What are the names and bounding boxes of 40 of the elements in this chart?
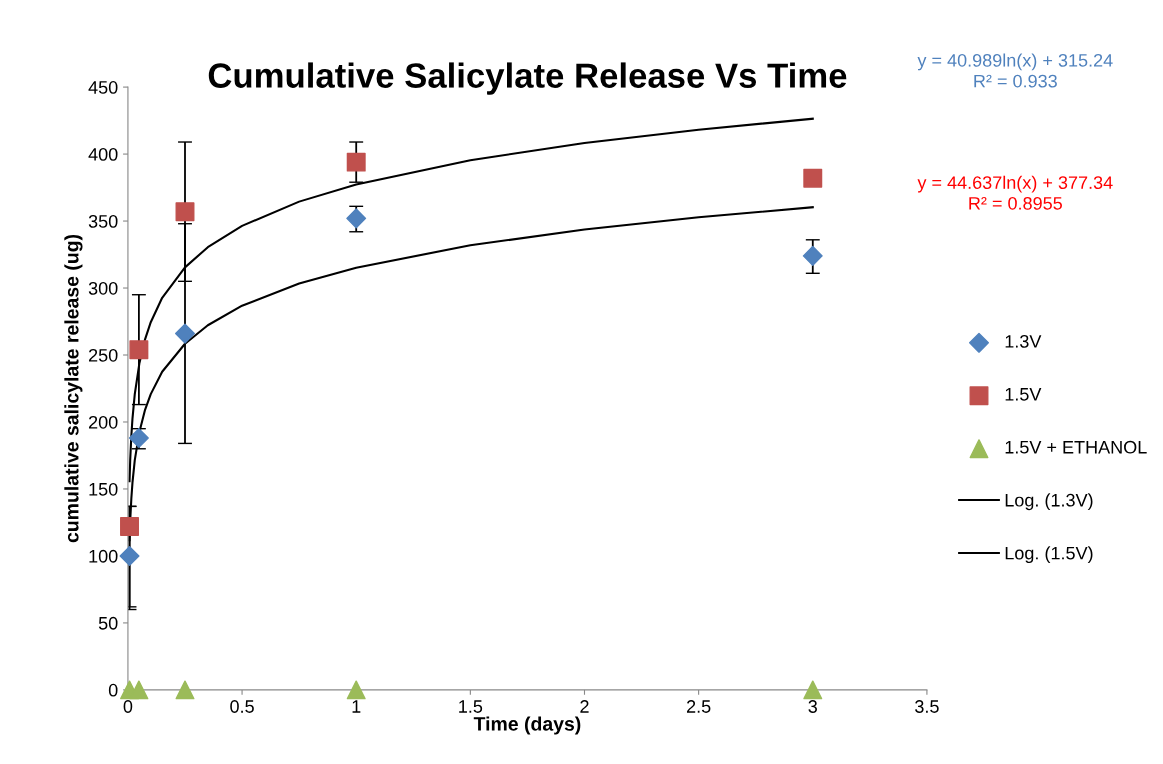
point <box>802 245 823 266</box>
y-tick-label: 0 <box>108 683 118 697</box>
legend-label: 1.5V <box>1005 388 1042 401</box>
x-tick-label: 2 <box>580 700 589 713</box>
x-tick-label: 0 <box>123 700 133 713</box>
x-tick-label: 1.5 <box>459 700 483 713</box>
point <box>346 680 366 700</box>
annotation: y = 44.637ln(x) + 377.34 R² = 0.8955 <box>917 175 1113 210</box>
legend-label: Log. (1.5V) <box>1005 546 1093 564</box>
y-tick-label: 100 <box>89 549 118 563</box>
point <box>119 545 140 566</box>
y-axis-title: cumulative salicylate release (ug) <box>64 234 83 543</box>
point <box>803 680 823 700</box>
x-axis-title: Time (days) <box>473 716 581 735</box>
x-tick-label: 2.5 <box>686 700 711 713</box>
point <box>120 516 140 536</box>
y-tick-label: 400 <box>88 148 118 161</box>
point <box>175 680 195 700</box>
legend-label: Log. (1.3V) <box>1005 493 1093 511</box>
y-tick-label: 300 <box>88 281 118 295</box>
y-tick-label: 250 <box>88 348 118 362</box>
y-tick-label: 450 <box>88 81 118 94</box>
y-tick-label: 350 <box>88 214 118 228</box>
point <box>175 202 195 222</box>
point <box>346 152 366 172</box>
y-tick-label: 50 <box>98 616 118 630</box>
point <box>803 168 823 188</box>
point <box>174 323 196 344</box>
point <box>129 680 149 700</box>
annotation: y = 40.989ln(x) + 315.24 R² = 0.933 <box>917 53 1113 88</box>
legend-label: 1.3V <box>1005 334 1042 348</box>
x-tick-label: 0.5 <box>230 700 254 713</box>
x-tick-label: 1 <box>352 700 361 713</box>
y-tick-label: 200 <box>88 415 118 429</box>
y-tick-label: 150 <box>89 482 118 496</box>
point <box>129 340 149 360</box>
legend-label: 1.5V + ETHANOL <box>1005 440 1147 454</box>
x-tick-label: 3.5 <box>915 700 939 713</box>
x-tick-label: 3 <box>808 700 817 713</box>
chart-title: Cumulative Salicylate Release Vs Time <box>208 62 847 95</box>
